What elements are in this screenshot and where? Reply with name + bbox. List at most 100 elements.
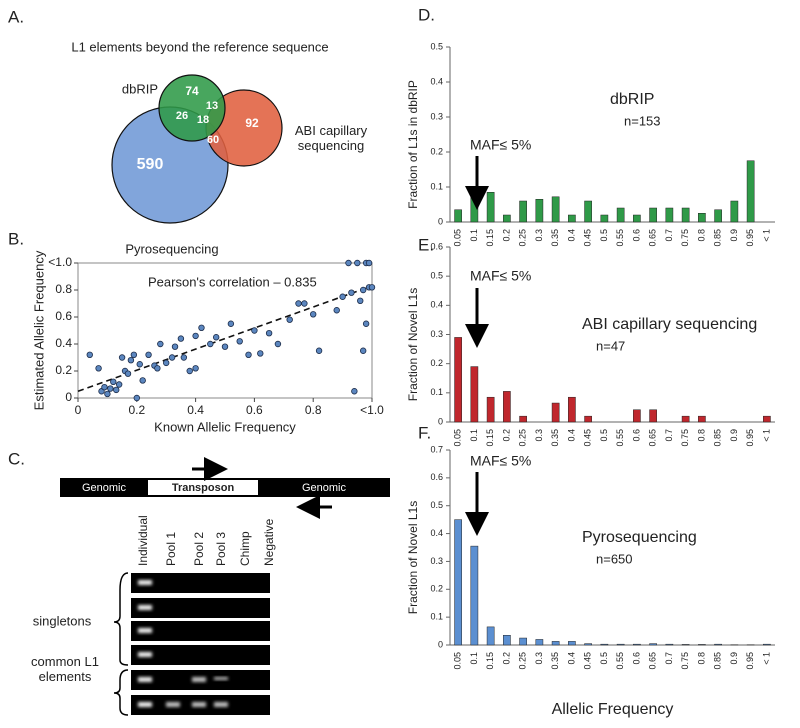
y-tick-label: 0.2 xyxy=(430,584,443,594)
bar xyxy=(503,391,511,423)
bar xyxy=(503,214,511,223)
gel-band xyxy=(138,652,152,657)
x-tick-label: 0.4 xyxy=(187,403,204,417)
scatter-point xyxy=(113,386,120,394)
x-tick-label: 0.25 xyxy=(518,652,528,670)
scatter-point xyxy=(198,324,205,331)
bar xyxy=(681,415,690,423)
gel-band xyxy=(138,605,152,610)
x-tick-label: 0.5 xyxy=(599,429,609,442)
scatter-point xyxy=(95,365,102,372)
construct-label: Transposon xyxy=(172,482,235,494)
scatter-point xyxy=(345,259,352,267)
x-tick-label: 0.8 xyxy=(696,652,706,665)
panel-label: C. xyxy=(8,449,25,468)
scatter-point xyxy=(115,381,123,388)
y-tick-label: 0.2 xyxy=(55,363,72,377)
scatter-point xyxy=(286,316,293,323)
bar xyxy=(698,644,706,646)
bar xyxy=(633,214,641,223)
bar xyxy=(763,643,771,646)
x-tick-label: 0.75 xyxy=(680,652,690,670)
x-tick-label: 0.9 xyxy=(729,229,739,242)
y-tick-label: 0.4 xyxy=(55,336,72,350)
chart-title: L1 elements beyond the reference sequenc… xyxy=(71,39,328,54)
x-tick-label: 0.2 xyxy=(501,229,511,242)
y-tick-label: 0.2 xyxy=(430,146,443,156)
x-tick-label: 0.5 xyxy=(599,229,609,242)
x-tick-label: 0.7 xyxy=(664,652,674,665)
y-axis-label: Fraction of L1s in dbRIP xyxy=(406,80,420,209)
x-tick-label: 0.8 xyxy=(696,229,706,242)
gel-row xyxy=(131,645,270,665)
bar xyxy=(763,415,771,423)
gel-band xyxy=(138,677,152,682)
scatter-point xyxy=(124,370,132,377)
bar xyxy=(568,214,576,223)
group-label-box: common L1 elements xyxy=(31,654,99,684)
x-tick-label: 0.9 xyxy=(729,429,739,442)
plot-frame xyxy=(77,262,373,399)
y-tick-label: 0.5 xyxy=(430,41,443,51)
x-tick-label: 0.1 xyxy=(469,429,479,442)
x-tick-label: < 1 xyxy=(761,229,771,242)
bar xyxy=(616,207,625,223)
y-tick-label: 0.1 xyxy=(430,612,443,622)
scatter-point xyxy=(177,335,185,342)
annotation: MAF≤ 5% xyxy=(470,137,531,153)
scatter-point xyxy=(212,334,220,341)
x-tick-label: 0.2 xyxy=(501,652,511,665)
bar xyxy=(470,366,479,423)
scatter-point xyxy=(168,354,176,361)
scatter-point xyxy=(192,365,199,372)
y-tick-label: 0 xyxy=(438,639,443,649)
bar xyxy=(681,207,690,223)
bar xyxy=(649,409,657,423)
scatter-point xyxy=(192,332,199,340)
panel-label: B. xyxy=(8,229,24,248)
bar xyxy=(568,396,576,423)
bar xyxy=(551,641,560,646)
x-tick-label: 0.7 xyxy=(664,429,674,442)
x-tick-label: 0.95 xyxy=(745,229,755,247)
x-tick-label: 0.45 xyxy=(583,652,593,670)
x-tick-label: 0.9 xyxy=(729,652,739,665)
gel-row xyxy=(131,598,270,618)
bar xyxy=(519,200,527,223)
scatter-point xyxy=(257,350,264,357)
region-count: 590 xyxy=(137,156,164,173)
x-tick-label: 0 xyxy=(75,403,82,417)
gel-band xyxy=(214,702,228,707)
x-tick-label: 0.5 xyxy=(599,652,609,665)
y-tick-label: 0.2 xyxy=(430,358,443,368)
scatter-point xyxy=(207,340,214,348)
y-tick-label: 0 xyxy=(438,216,443,226)
x-tick-label: 0.4 xyxy=(566,229,576,242)
bar xyxy=(665,643,674,646)
bar xyxy=(584,643,592,646)
bar xyxy=(649,643,657,646)
bar xyxy=(454,519,462,646)
scatter-point xyxy=(186,367,193,375)
bar xyxy=(633,409,641,423)
y-tick-label: 0.5 xyxy=(430,500,443,510)
x-tick-label: 0.85 xyxy=(713,652,723,670)
bar xyxy=(584,200,592,223)
x-tick-label: 0.65 xyxy=(648,652,658,670)
y-axis-label: Fraction of Novel L1s xyxy=(406,288,420,401)
bar xyxy=(454,209,462,223)
y-tick-label: 0.7 xyxy=(430,444,443,454)
gel-band xyxy=(192,677,206,682)
scatter-point xyxy=(354,259,361,267)
chart-title: ABI capillary sequencing xyxy=(582,316,757,333)
panel-label: A. xyxy=(8,7,24,26)
scatter-point xyxy=(110,378,117,385)
y-tick-label: 0.4 xyxy=(430,528,443,538)
scatter-point xyxy=(351,388,358,395)
set-label-box: ABI capillary sequencing xyxy=(294,123,368,153)
set-label: ABI capillary sequencing xyxy=(294,123,368,153)
x-tick-label: 0.4 xyxy=(566,652,576,665)
scatter-point xyxy=(251,327,258,334)
x-tick-label: 0.85 xyxy=(713,229,723,247)
x-tick-label: 0.35 xyxy=(550,652,560,670)
